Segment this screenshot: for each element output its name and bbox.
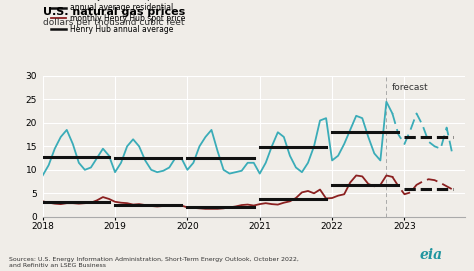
- Text: forecast: forecast: [392, 83, 428, 92]
- Legend: monthly residential price, annual average residential, monthly Henry Hub spot pr: monthly residential price, annual averag…: [51, 0, 185, 34]
- Text: U.S. natural gas prices: U.S. natural gas prices: [43, 7, 185, 17]
- Text: eia: eia: [420, 247, 443, 262]
- Text: Sources: U.S. Energy Information Administration, Short-Term Energy Outlook, Octo: Sources: U.S. Energy Information Adminis…: [9, 257, 300, 268]
- Text: dollars per thousand cubic feet: dollars per thousand cubic feet: [43, 18, 184, 27]
